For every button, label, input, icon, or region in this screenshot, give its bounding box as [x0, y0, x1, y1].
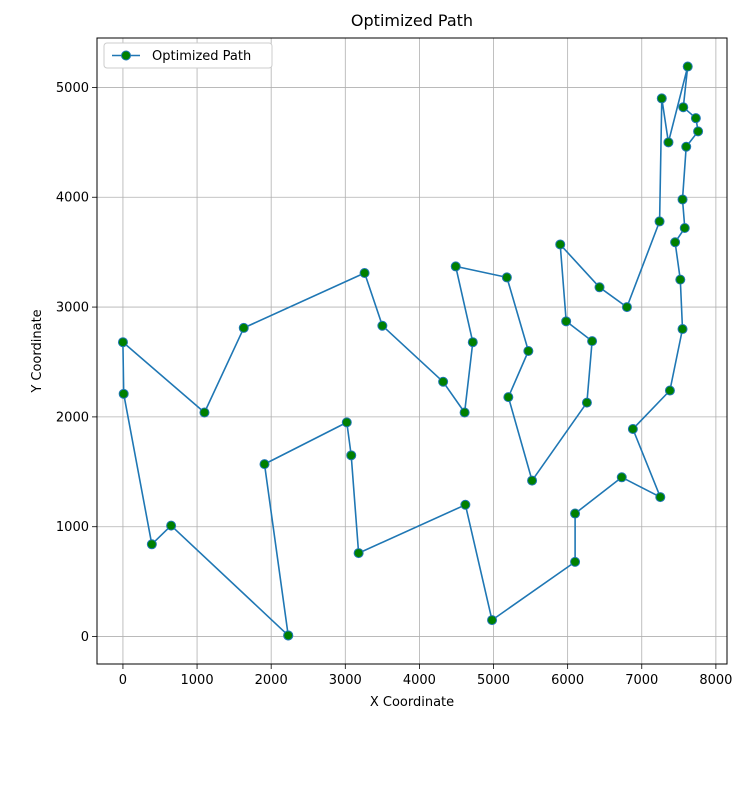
path-point [587, 336, 598, 347]
chart-title: Optimized Path [351, 11, 473, 30]
path-point [501, 272, 512, 283]
path-point [656, 93, 667, 104]
y-tick-label: 5000 [56, 81, 89, 96]
path-point [487, 615, 498, 626]
y-tick-label: 0 [81, 630, 89, 645]
path-point [238, 322, 249, 333]
path-point [341, 417, 352, 428]
path-point [377, 320, 388, 331]
path-point [581, 397, 592, 408]
plot-series [117, 61, 704, 641]
path-point [166, 520, 177, 531]
path-point [199, 407, 210, 418]
path-point [523, 346, 534, 356]
x-tick-label: 5000 [477, 673, 510, 688]
path-point [460, 499, 471, 510]
path-point [467, 337, 478, 348]
y-tick-label: 1000 [56, 520, 89, 535]
path-point [555, 239, 566, 250]
path-point [561, 316, 572, 327]
x-tick-label: 7000 [625, 673, 658, 688]
axis-ticks: 0 1000 2000 3000 4000 5000 6000 7000 8000 0 1000 20… [56, 81, 733, 688]
y-tick-label: 3000 [56, 301, 89, 316]
path-point [654, 216, 665, 227]
path-point [670, 237, 681, 248]
y-axis-label: Y Coordinate [30, 309, 45, 393]
path-point [259, 459, 270, 470]
x-tick-label: 3000 [329, 673, 362, 688]
path-point [679, 222, 690, 233]
path-point [118, 388, 129, 399]
x-tick-label: 4000 [403, 673, 436, 688]
path-point [146, 539, 157, 550]
path-point [117, 337, 128, 348]
path-point [570, 508, 581, 519]
x-tick-label: 1000 [181, 673, 214, 688]
path-point [693, 126, 704, 137]
x-axis-label: X Coordinate [370, 695, 454, 710]
y-tick-label: 2000 [56, 410, 89, 425]
path-point [681, 141, 692, 152]
y-tick-label: 4000 [56, 191, 89, 206]
plot-frame [96, 37, 728, 665]
path-point [570, 556, 581, 567]
path-point [459, 407, 470, 418]
path-point [664, 385, 675, 396]
x-tick-label: 6000 [551, 673, 584, 688]
x-tick-label: 8000 [699, 673, 732, 688]
legend-label: Optimized Path [152, 49, 251, 64]
path-point [527, 475, 538, 486]
path-point [283, 630, 294, 641]
x-tick-label: 0 [119, 673, 127, 688]
path-point [438, 376, 449, 387]
path-point [675, 274, 686, 285]
path-point [627, 423, 638, 434]
path-point [690, 113, 701, 124]
path-point [621, 302, 632, 313]
path-point [359, 268, 370, 279]
path-point [353, 548, 364, 559]
path-point [677, 194, 688, 205]
x-tick-label: 2000 [255, 673, 288, 688]
path-point [677, 324, 688, 335]
path-point [655, 492, 666, 503]
legend: Optimized Path [103, 42, 273, 69]
path-point [616, 472, 627, 483]
legend-box [103, 42, 273, 69]
legend-marker [121, 50, 131, 61]
path-point [503, 392, 514, 403]
path-point [594, 282, 605, 293]
path-point [346, 450, 357, 461]
path-point [450, 261, 461, 272]
grid [97, 38, 727, 664]
path-point [678, 102, 689, 113]
path-point [682, 61, 693, 72]
path-point [663, 137, 674, 148]
